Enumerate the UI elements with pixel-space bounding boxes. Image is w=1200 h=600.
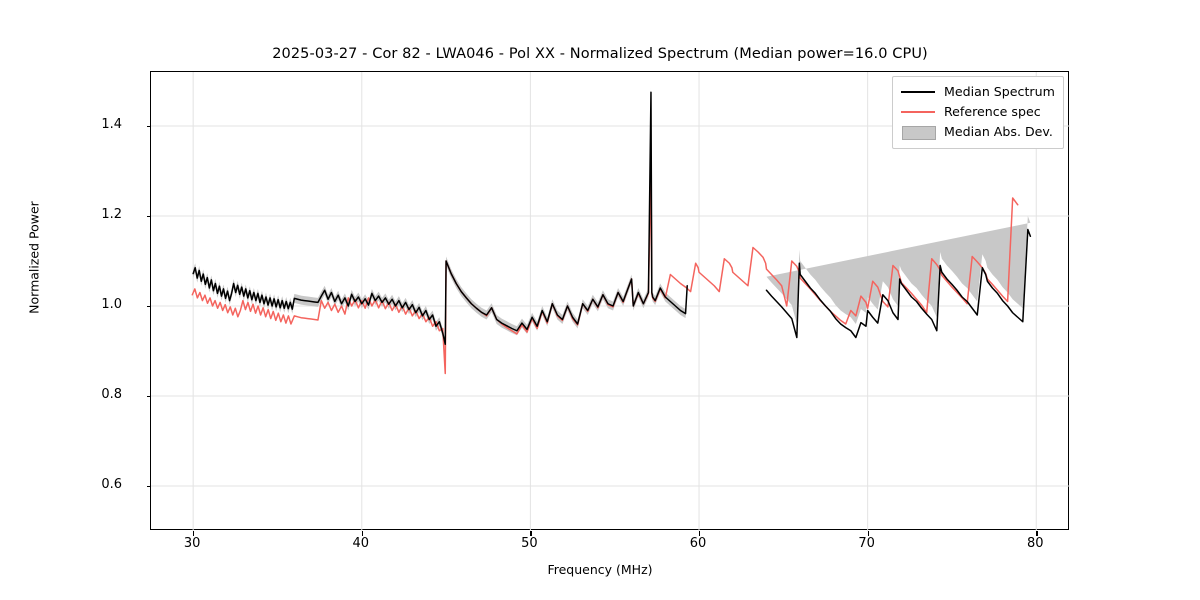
y-axis-tick-label: 0.6 [101, 477, 122, 492]
series-reference-spec [191, 165, 1019, 375]
y-axis-tick [146, 216, 151, 218]
y-axis-tick-label: 1.4 [101, 117, 122, 132]
x-axis-tick-label: 70 [858, 536, 875, 551]
legend-item-median-spectrum: Median Spectrum [901, 82, 1055, 102]
x-axis-label: Frequency (MHz) [547, 562, 653, 577]
x-axis-tick [867, 531, 869, 536]
x-axis-tick [530, 531, 532, 536]
y-axis-tick-label: 1.0 [101, 297, 122, 312]
legend-key-line-icon [901, 105, 935, 119]
x-axis-tick-label: 30 [183, 536, 201, 551]
series-median-spectrum [192, 91, 1032, 345]
legend-item-reference-spec: Reference spec [901, 102, 1055, 122]
y-axis-label: Normalized Power [26, 201, 42, 314]
x-axis-tick-label: 50 [521, 536, 538, 551]
y-axis-tick-label: 1.2 [101, 207, 122, 222]
x-axis-tick [1036, 531, 1038, 536]
x-axis-tick [361, 531, 364, 536]
y-axis-tick [146, 396, 151, 398]
chart-title: 2025-03-27 - Cor 82 - LWA046 - Pol XX - … [272, 46, 928, 62]
y-axis-tick [146, 306, 151, 308]
x-axis-tick-label: 60 [689, 536, 707, 551]
y-axis-tick [146, 486, 151, 488]
legend-label: Median Abs. Dev. [944, 123, 1053, 139]
x-axis-tick-label: 40 [352, 536, 370, 551]
x-axis-tick [193, 531, 195, 536]
y-axis-tick [146, 126, 151, 128]
legend-label: Median Spectrum [944, 83, 1055, 99]
mad-band [193, 87, 688, 349]
x-axis-tick [699, 531, 701, 536]
plot-svg [151, 72, 1070, 531]
legend-key-patch-icon [901, 125, 936, 140]
legend-key-line-icon [901, 85, 935, 99]
legend: Median Spectrum Reference spec Median Ab… [892, 76, 1064, 149]
mad-band [766, 216, 1031, 324]
y-axis-tick-label: 0.8 [101, 387, 122, 402]
legend-item-median-abs-dev: Median Abs. Dev. [901, 122, 1055, 142]
x-axis-tick-label: 80 [1026, 536, 1044, 551]
legend-label: Reference spec [944, 103, 1041, 119]
